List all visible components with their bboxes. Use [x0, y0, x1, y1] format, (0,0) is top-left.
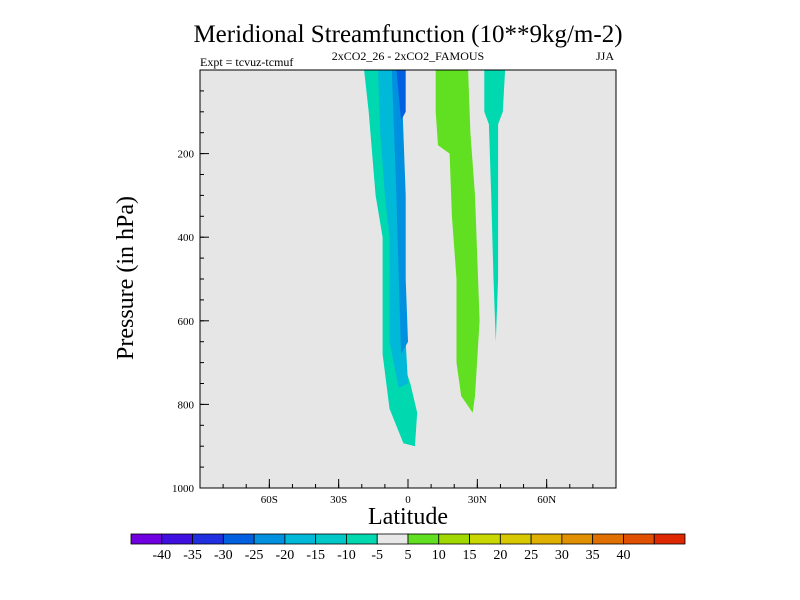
colorbar-swatch	[253, 533, 286, 545]
colorbar-swatch	[499, 533, 532, 545]
colorbar-label: 35	[586, 548, 600, 563]
contour-region	[396, 70, 406, 121]
x-tick-label: 0	[405, 494, 411, 506]
colorbar-swatch	[623, 533, 655, 545]
colorbar-swatch	[315, 533, 347, 545]
colorbar-label: -30	[214, 548, 233, 563]
colorbar-label: 25	[524, 548, 538, 563]
colorbar-swatch	[592, 533, 624, 545]
colorbar-swatch	[469, 533, 501, 545]
x-tick-label: 60S	[261, 494, 278, 506]
x-tick-label: 30N	[468, 494, 487, 506]
colorbar-label: 40	[616, 548, 630, 563]
plot-area: 200 400 600 800 1000 60S 30S 0 30N 60N	[172, 69, 617, 506]
colorbar-label: 5	[405, 548, 412, 563]
colorbar-swatch	[438, 533, 470, 545]
y-axis-label: Pressure (in hPa)	[113, 196, 139, 360]
x-axis-label: Latitude	[368, 504, 448, 530]
colorbar-label: -15	[306, 548, 325, 563]
x-tick-label: 30S	[330, 494, 347, 506]
colorbar-swatch	[530, 533, 563, 545]
colorbar-label: 10	[432, 548, 446, 563]
experiment-label: Expt = tcvuz-tcmuf	[200, 55, 293, 69]
colorbar-swatch	[561, 533, 594, 545]
colorbar-label: 15	[463, 548, 477, 563]
season-label: JJA	[596, 49, 614, 63]
chart-title: Meridional Streamfunction (10**9kg/m-2)	[193, 21, 622, 48]
colorbar-swatch	[346, 533, 378, 545]
colorbar-swatch	[192, 533, 224, 545]
colorbar-swatch	[284, 533, 317, 545]
colorbar-label: -25	[245, 548, 264, 563]
y-tick-label: 600	[178, 316, 195, 328]
colorbar-swatch	[161, 533, 193, 545]
colorbar-swatch	[376, 533, 409, 545]
y-tick-label: 400	[178, 232, 195, 244]
colorbar-label: 30	[555, 548, 569, 563]
y-tick-label: 1000	[172, 483, 195, 495]
colorbar-label: -40	[152, 548, 171, 563]
colorbar-swatch	[222, 533, 255, 545]
colorbar-label: 20	[493, 548, 507, 563]
colorbar-swatch	[407, 533, 440, 545]
comparison-label: 2xCO2_26 - 2xCO2_FAMOUS	[332, 49, 484, 63]
y-tick-label: 800	[178, 399, 195, 411]
y-tick-label: 200	[178, 149, 195, 161]
colorbar-swatch	[130, 533, 163, 545]
colorbar-swatch	[653, 533, 686, 545]
colorbar-label: -10	[337, 548, 356, 563]
contour-region	[391, 70, 408, 355]
colorbar-label: -5	[371, 548, 383, 563]
contour-region	[435, 70, 480, 413]
x-tick-label: 60N	[537, 494, 556, 506]
colorbar: -40 -35 -30 -25 -20 -15 -10 -5 5 10 15 20 25 30 35 40	[130, 533, 686, 563]
colorbar-label: -20	[276, 548, 295, 563]
contour-region	[484, 70, 506, 342]
colorbar-label: -35	[183, 548, 202, 563]
